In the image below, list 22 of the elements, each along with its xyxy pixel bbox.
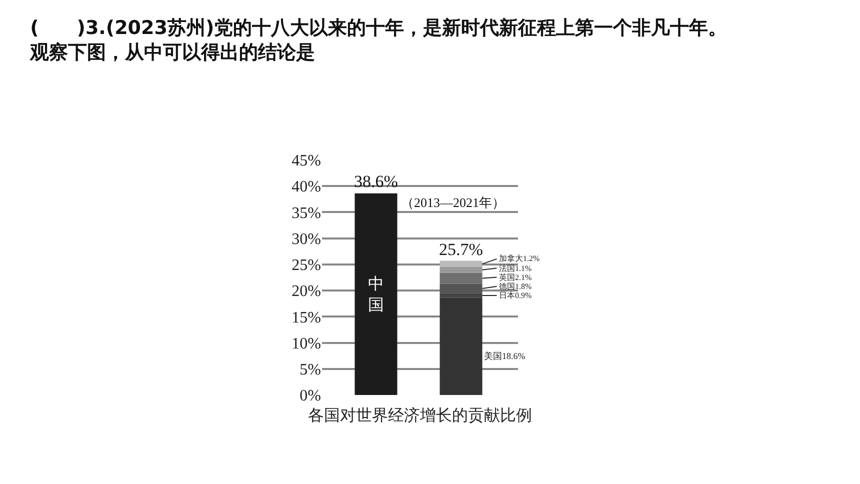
y-tick-label: 10% <box>292 335 321 352</box>
total-label: 38.6% <box>354 172 398 191</box>
y-tick-label: 25% <box>292 257 321 274</box>
text: 加拿大1.2% <box>499 254 540 263</box>
y-tick-label: 15% <box>292 309 321 326</box>
series-label: 中国 <box>368 275 384 314</box>
y-tick-label: 0% <box>300 388 321 405</box>
text: 日本0.9% <box>499 291 532 300</box>
y-tick-label: 20% <box>292 283 321 300</box>
y-tick-label: 35% <box>292 204 321 222</box>
text: 美国18.6% <box>484 351 526 361</box>
text: 法国1.1% <box>499 264 532 273</box>
text: 英国2.1% <box>499 273 532 282</box>
chart-title: ( )3.(2023苏州)党的十八大以来的十年，是新时代新征程上第一个非凡十年。观察下图，从中可以得出的结论是 <box>29 16 728 64</box>
total-label: 25.7% <box>439 240 483 259</box>
y-tick-label: 30% <box>292 230 321 248</box>
text: 德国1.8% <box>499 282 532 291</box>
annotation: （2013—2021年） <box>401 195 505 210</box>
y-tick-label: 5% <box>300 361 321 378</box>
y-tick-label: 40% <box>292 178 321 196</box>
x-axis-title: 各国对世界经济增长的贡献比例 <box>308 406 532 425</box>
y-tick-label: 45% <box>292 152 321 170</box>
